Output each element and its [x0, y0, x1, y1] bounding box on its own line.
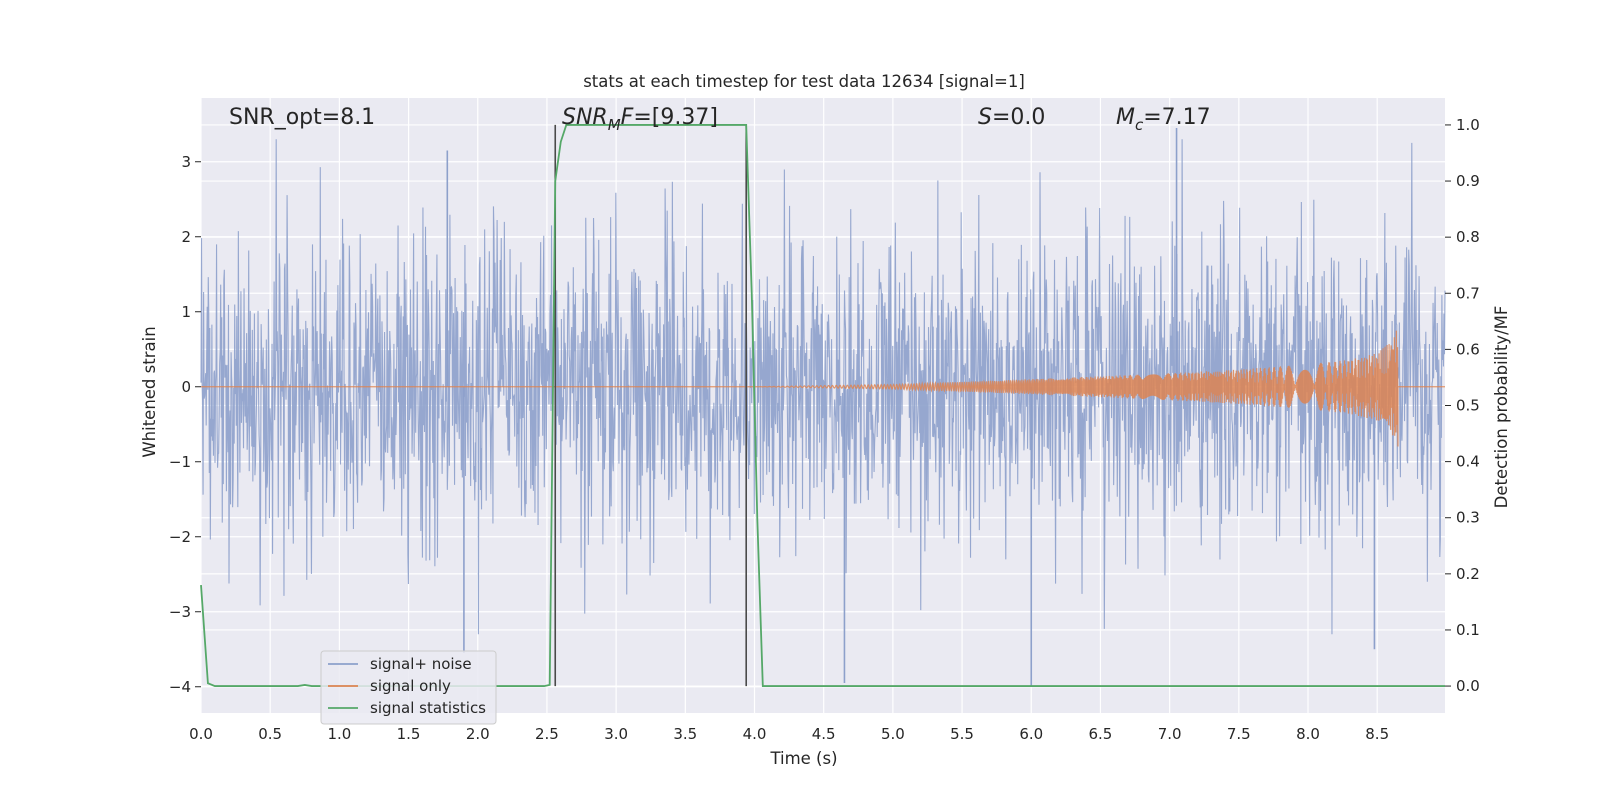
y2-tick-label: 0.4	[1456, 453, 1480, 471]
y-tick-label: 2	[181, 228, 191, 246]
x-tick-label: 5.0	[881, 725, 905, 743]
x-tick-label: 0.0	[189, 725, 213, 743]
y-tick-label: −1	[169, 453, 191, 471]
y-tick-label: 0	[181, 378, 191, 396]
x-axis-label: Time (s)	[769, 749, 837, 768]
x-tick-label: 2.0	[466, 725, 490, 743]
series-signal-statistics-line	[200, 124, 1445, 687]
x-tick-label: 3.5	[673, 725, 697, 743]
annotation-mc: Mc=7.17	[1116, 105, 1211, 134]
chart-title: stats at each timestep for test data 126…	[583, 72, 1025, 91]
y-tick-label: −2	[169, 528, 191, 546]
y2-tick-label: 0.8	[1456, 228, 1480, 246]
x-tick-label: 1.5	[397, 725, 421, 743]
annotation-mc-value: =7.17	[1143, 105, 1210, 130]
y2-tick-label: 0.6	[1456, 340, 1480, 358]
x-tick-label: 8.0	[1296, 725, 1320, 743]
y2-tick-label: 0.5	[1456, 397, 1480, 415]
y2-tick-label: 0.1	[1456, 621, 1480, 639]
x-tick-label: 7.5	[1227, 725, 1251, 743]
y-tick-label: 1	[181, 303, 191, 321]
annotation-snr-mf-value: =[9.37]	[633, 105, 718, 130]
series-signal-noise-line	[200, 139, 1446, 635]
annotation-snr-opt: SNR_opt=8.1	[229, 105, 375, 130]
x-tick-label: 3.0	[604, 725, 628, 743]
y-tick-label: 3	[181, 153, 191, 171]
annotation-snr-mf-rest: F	[621, 105, 634, 130]
y-tick-label: −4	[169, 678, 191, 696]
annotation-s-var: S	[978, 105, 992, 130]
annotation-snr-mf-var: SNR	[562, 105, 608, 130]
y2-tick-label: 0.0	[1456, 677, 1480, 695]
x-tick-label: 4.5	[812, 725, 836, 743]
legend-label-signal-noise: signal+ noise	[370, 655, 472, 673]
y-tick-label: −3	[169, 603, 191, 621]
y2-tick-label: 0.9	[1456, 172, 1480, 190]
annotation-s-value: =0.0	[992, 105, 1045, 130]
x-tick-label: 7.0	[1158, 725, 1182, 743]
annotation-s: S=0.0	[978, 105, 1045, 130]
y2-tick-label: 0.2	[1456, 565, 1480, 583]
legend-label-signal-statistics: signal statistics	[370, 699, 486, 717]
y2-tick-label: 1.0	[1456, 116, 1480, 134]
x-tick-label: 4.0	[743, 725, 767, 743]
legend: signal+ noise signal only signal statist…	[320, 650, 497, 725]
legend-box	[320, 650, 497, 725]
x-tick-label: 8.5	[1365, 725, 1389, 743]
x-tick-label: 6.0	[1019, 725, 1043, 743]
y2-tick-label: 0.3	[1456, 509, 1480, 527]
annotation-mc-var: M	[1116, 105, 1135, 130]
annotation-mc-sub: c	[1135, 116, 1144, 134]
y2-tick-label: 0.7	[1456, 284, 1480, 302]
x-tick-label: 5.5	[950, 725, 974, 743]
annotation-snr-mf-sub: M	[608, 116, 621, 134]
legend-label-signal-only: signal only	[370, 677, 451, 695]
x-tick-label: 6.5	[1089, 725, 1113, 743]
annotation-snr-mf: SNRMF=[9.37]	[562, 105, 718, 134]
x-tick-label: 2.5	[535, 725, 559, 743]
series-signal-only-line	[201, 330, 1445, 447]
y2-axis-label: Detection probability/MF	[1492, 306, 1511, 509]
y-axis-label: Whitened strain	[140, 326, 159, 457]
x-tick-label: 0.5	[258, 725, 282, 743]
x-tick-label: 1.0	[327, 725, 351, 743]
